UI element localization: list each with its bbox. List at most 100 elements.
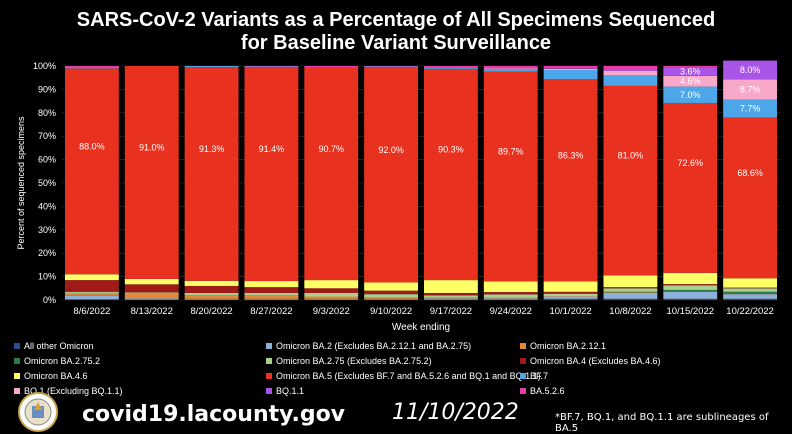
legend-label: Omicron BA.4.6 [24,370,88,382]
bar-segment [723,292,777,294]
legend-item: Omicron BA.4.6 [14,370,88,382]
legend-item: Omicron BA.2.75 (Excludes BA.2.75.2) [266,355,432,367]
bar-segment [424,298,478,299]
bar-segment [484,66,538,68]
bar-segment [484,298,538,299]
bar-segment [185,295,239,299]
x-tick-label: 10/8/2022 [609,306,651,317]
y-tick-label: 70% [38,131,56,141]
x-tick-label: 9/24/2022 [490,306,532,317]
legend-item: Omicron BA.2.75.2 [14,355,100,367]
legend-swatch [14,343,20,349]
footer-website: covid19.lacounty.gov [82,402,345,427]
x-tick-label: 8/27/2022 [250,306,292,317]
bar-segment [723,278,777,287]
bar-segment [484,72,538,282]
bar-segment [424,66,478,67]
bar-segment [304,66,358,67]
legend-item: Omicron BA.4 (Excludes BA.4.6) [520,355,661,367]
bar-segment [125,294,179,299]
data-label: 91.3% [199,144,225,154]
bar-segment [544,294,598,296]
bar-segment [364,291,418,295]
legend-label: BA.5.2.6 [530,385,565,397]
bar-segment [603,299,657,300]
data-label: 86.3% [558,150,584,160]
stacked-bar-chart: 0%10%20%30%40%50%60%70%80%90%100%88.0%8/… [0,0,792,340]
bar-segment [424,295,478,297]
bar-segment [125,66,179,279]
legend-swatch [520,343,526,349]
bar-segment [544,69,598,70]
bar-segment [603,292,657,293]
data-label: 91.0% [139,142,165,152]
x-tick-label: 9/17/2022 [430,306,472,317]
bar-segment [663,284,717,285]
bar-segment [424,69,478,280]
data-label: 91.4% [259,144,285,154]
bar-segment [544,281,598,292]
bar-segment [125,284,179,292]
bar-segment [244,67,298,281]
bar-segment [244,287,298,293]
county-seal-icon [18,392,58,432]
data-label: 4.6% [680,76,701,86]
x-tick-label: 9/3/2022 [313,306,350,317]
bar-segment [723,299,777,300]
bar-segment [244,299,298,300]
bar-segment [125,298,179,299]
bar-segment [304,299,358,300]
bar-segment [65,280,119,292]
legend-swatch [266,343,272,349]
bar-segment [304,67,358,68]
bar-segment [424,68,478,69]
bar-segment [65,296,119,300]
legend-swatch [266,388,272,394]
data-label: 90.7% [318,144,344,154]
bar-segment [364,298,418,299]
bar-segment [364,67,418,282]
bar-segment [544,70,598,79]
y-tick-label: 30% [38,225,56,235]
legend-swatch [266,373,272,379]
legend-label: All other Omicron [24,340,94,352]
bar-segment [185,66,239,67]
data-label: 7.0% [680,90,701,100]
bar-segment [364,66,418,67]
legend-label: Omicron BA.4 (Excludes BA.4.6) [530,355,661,367]
x-tick-label: 9/10/2022 [370,306,412,317]
bar-segment [663,290,717,291]
data-label: 68.6% [737,168,763,178]
legend-swatch [520,373,526,379]
bar-segment [603,66,657,70]
bar-segment [244,295,298,299]
bar-segment [65,68,119,274]
bar-segment [603,86,657,276]
bar-segment [424,293,478,295]
bar-segment [723,288,777,289]
bar-segment [185,67,239,281]
bar-segment [125,279,179,284]
bar-segment [663,273,717,284]
bar-segment [544,296,598,298]
legend-item: Omicron BA.2 (Excludes BA.2.12.1 and BA.… [266,340,471,352]
y-tick-label: 40% [38,201,56,211]
bar-segment [603,75,657,86]
bar-segment [244,281,298,287]
x-tick-label: 10/1/2022 [549,306,591,317]
x-tick-label: 10/22/2022 [726,306,774,317]
bar-segment [65,293,119,296]
bar-segment [484,292,538,294]
x-axis-label: Week ending [392,322,450,333]
data-label: 90.3% [438,144,464,154]
bar-segment [663,285,717,290]
bar-segment [65,274,119,280]
data-label: 88.0% [79,141,105,151]
bar-segment [603,70,657,71]
y-tick-label: 60% [38,155,56,165]
data-label: 72.6% [677,158,703,168]
legend-swatch [14,358,20,364]
bar-segment [185,293,239,295]
legend-label: Omicron BA.2.75 (Excludes BA.2.75.2) [276,355,432,367]
legend-item: BF.7 [520,370,548,382]
